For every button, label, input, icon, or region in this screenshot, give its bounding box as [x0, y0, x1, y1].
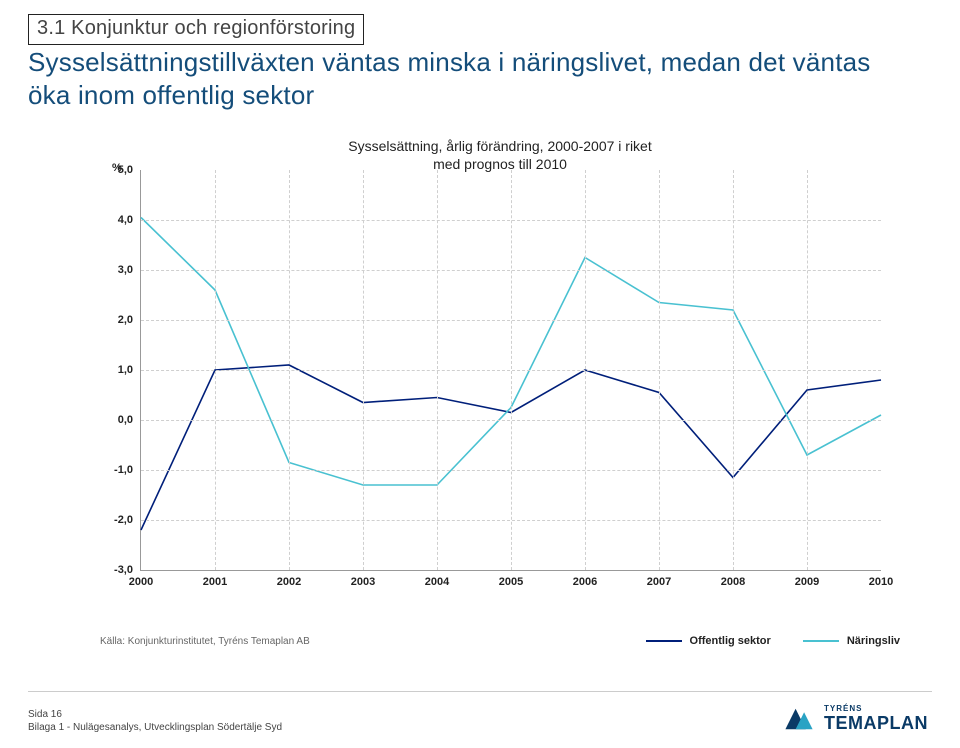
footer-doc: Bilaga 1 - Nulägesanalys, Utvecklingspla…: [28, 722, 282, 733]
chart-title: Sysselsättning, årlig förändring, 2000-2…: [100, 138, 900, 173]
y-tick-label: 0,0: [118, 414, 141, 426]
x-tick-label: 2010: [869, 570, 893, 588]
employment-chart: % Sysselsättning, årlig förändring, 2000…: [100, 140, 900, 610]
footer: Sida 16 Bilaga 1 - Nulägesanalys, Utveck…: [28, 708, 282, 734]
y-tick-label: 1,0: [118, 364, 141, 376]
x-tick-label: 2005: [499, 570, 523, 588]
logo-text: TEMAPLAN: [824, 713, 928, 734]
gridline-v: [215, 170, 216, 570]
chart-title-line1: Sysselsättning, årlig förändring, 2000-2…: [348, 138, 652, 154]
footer-divider: [28, 691, 932, 692]
legend-label: Offentlig sektor: [690, 635, 771, 647]
x-tick-label: 2007: [647, 570, 671, 588]
x-tick-label: 2008: [721, 570, 745, 588]
legend-items: Offentlig sektor Näringsliv: [646, 635, 900, 647]
y-tick-label: 3,0: [118, 264, 141, 276]
logo-mark-icon: [782, 705, 816, 733]
gridline-v: [289, 170, 290, 570]
source-label: Källa: Konjunkturinstitutet, Tyréns Tema…: [100, 636, 310, 647]
x-tick-label: 2001: [203, 570, 227, 588]
x-tick-label: 2004: [425, 570, 449, 588]
legend-item: Näringsliv: [803, 635, 900, 647]
y-tick-label: 4,0: [118, 214, 141, 226]
footer-page: Sida 16: [28, 708, 282, 721]
y-tick-label: -1,0: [114, 464, 141, 476]
legend-swatch: [646, 640, 682, 642]
x-tick-label: 2009: [795, 570, 819, 588]
gridline-v: [437, 170, 438, 570]
gridline-v: [807, 170, 808, 570]
gridline-v: [511, 170, 512, 570]
logo-text-block: TYRÉNS TEMAPLAN: [824, 704, 928, 734]
gridline-v: [363, 170, 364, 570]
x-tick-label: 2002: [277, 570, 301, 588]
gridline-v: [585, 170, 586, 570]
x-tick-label: 2006: [573, 570, 597, 588]
plot-area: 5,04,03,02,01,00,0-1,0-2,0-3,02000200120…: [140, 170, 881, 571]
gridline-v: [733, 170, 734, 570]
y-tick-label: 2,0: [118, 314, 141, 326]
legend-item: Offentlig sektor: [646, 635, 771, 647]
x-tick-label: 2003: [351, 570, 375, 588]
y-tick-label: -2,0: [114, 514, 141, 526]
legend-swatch: [803, 640, 839, 642]
gridline-v: [659, 170, 660, 570]
section-label-box: 3.1 Konjunktur och regionförstoring: [28, 14, 364, 45]
legend-label: Näringsliv: [847, 635, 900, 647]
chart-legend: Källa: Konjunkturinstitutet, Tyréns Tema…: [100, 635, 900, 647]
section-label: 3.1 Konjunktur och regionförstoring: [37, 17, 355, 39]
brand-logo: TYRÉNS TEMAPLAN: [782, 704, 928, 734]
y-tick-label: 5,0: [118, 164, 141, 176]
logo-subbrand: TYRÉNS: [824, 704, 928, 713]
x-tick-label: 2000: [129, 570, 153, 588]
page-title: Sysselsättningstillväxten väntas minska …: [28, 46, 908, 111]
